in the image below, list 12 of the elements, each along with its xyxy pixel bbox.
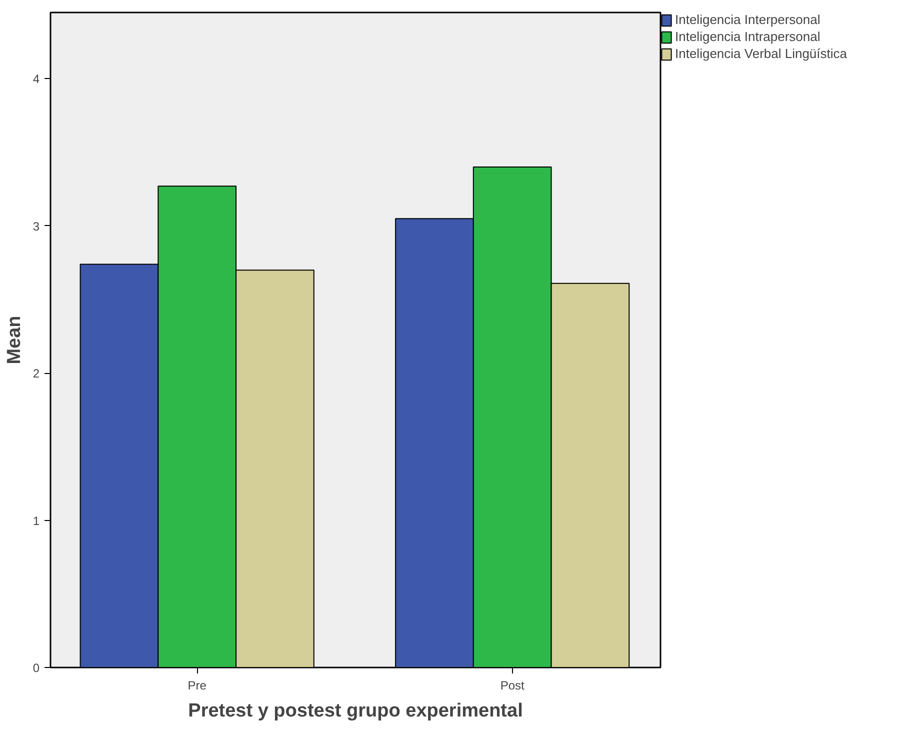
y-tick-label: 4: [32, 72, 40, 86]
y-tick-label: 2: [32, 366, 40, 381]
x-axis-title: Pretest y postest grupo experimental: [188, 700, 523, 722]
legend-label: Inteligencia Intrapersonal: [675, 29, 820, 44]
x-tick-label: Pre: [188, 678, 207, 692]
y-axis-title: Mean: [4, 316, 25, 364]
legend-label: Inteligencia Interpersonal: [675, 12, 820, 27]
y-tick-label: 1: [32, 514, 40, 528]
y-tick-label: 0: [32, 661, 40, 675]
y-tick-label: 3: [32, 219, 40, 234]
legend-label: Inteligencia Verbal Lingüística: [675, 46, 848, 61]
x-tick-label: Post: [500, 678, 526, 692]
